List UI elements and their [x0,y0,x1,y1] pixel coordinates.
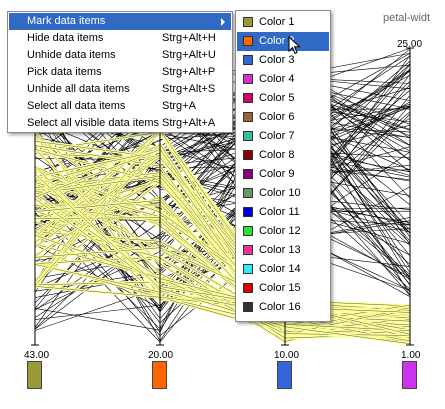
color-item-13[interactable]: Color 13 [237,241,329,260]
axis-3-color-bar[interactable] [277,361,292,389]
color-swatch-icon [243,36,253,46]
axis-1-color-bar[interactable] [27,361,42,389]
color-item-label: Color 8 [259,149,295,161]
menu-item-hide-data-items[interactable]: Hide data items Strg+Alt+H [9,30,231,47]
color-item-3[interactable]: Color 3 [237,51,329,70]
axis-3-min-label: 10.00 [274,350,300,361]
color-swatch-icon [243,264,253,274]
color-swatch-icon [243,74,253,84]
menu-item-shortcut: Strg+Alt+H [162,32,216,44]
menu-item-label: Mark data items [27,15,106,27]
axis-4-min-label: 1.00 [401,350,421,361]
color-item-label: Color 6 [259,111,295,123]
color-item-2[interactable]: Color 2 [237,32,329,51]
menu-item-unhide-all-data-items[interactable]: Unhide all data items Strg+Alt+S [9,81,231,98]
color-item-8[interactable]: Color 8 [237,146,329,165]
color-item-label: Color 12 [259,225,301,237]
color-item-label: Color 5 [259,92,295,104]
menu-item-unhide-data-items[interactable]: Unhide data items Strg+Alt+U [9,47,231,64]
menu-item-shortcut: Strg+A [162,100,196,112]
column-title: petal-widt [383,12,431,24]
axis-1-min-label: 43.00 [24,350,50,361]
color-item-label: Color 2 [259,35,295,47]
color-item-12[interactable]: Color 12 [237,222,329,241]
menu-item-shortcut: Strg+Alt+A [162,117,216,129]
color-swatch-icon [243,302,253,312]
color-item-label: Color 9 [259,168,295,180]
color-item-14[interactable]: Color 14 [237,260,329,279]
marked-data-lines [33,127,411,346]
menu-item-shortcut: Strg+Alt+U [162,49,216,61]
color-swatch-icon [243,283,253,293]
menu-item-label: Unhide all data items [27,83,130,95]
color-item-9[interactable]: Color 9 [237,165,329,184]
color-swatch-icon [243,188,253,198]
color-swatch-icon [243,93,253,103]
color-swatch-icon [243,245,253,255]
color-item-6[interactable]: Color 6 [237,108,329,127]
axis-2-color-bar[interactable] [152,361,167,389]
axis-4-color-bar[interactable] [402,361,417,389]
color-swatch-icon [243,131,253,141]
axis-2-min-label: 20.00 [148,350,174,361]
color-swatch-icon [243,17,253,27]
menu-item-select-all-visible-data-items[interactable]: Select all visible data items Strg+Alt+A [9,115,231,132]
submenu-arrow-icon [221,18,225,26]
color-item-label: Color 4 [259,73,295,85]
axis-4-max-label: 25.00 [397,39,423,50]
color-item-label: Color 13 [259,244,301,256]
color-swatch-icon [243,112,253,122]
color-swatch-icon [243,226,253,236]
color-item-5[interactable]: Color 5 [237,89,329,108]
color-item-label: Color 16 [259,301,301,313]
mouse-cursor-icon [288,36,301,55]
color-item-15[interactable]: Color 15 [237,279,329,298]
color-submenu: Color 1 Color 2 Color 3 Color 4 Color 5 Color… [235,10,331,322]
menu-item-label: Unhide data items [27,49,116,61]
color-swatch-icon [243,150,253,160]
color-swatch-icon [243,55,253,65]
menu-item-select-all-data-items[interactable]: Select all data items Strg+A [9,98,231,115]
menu-item-label: Pick data items [27,66,102,78]
color-item-label: Color 15 [259,282,301,294]
color-item-label: Color 14 [259,263,301,275]
color-item-4[interactable]: Color 4 [237,70,329,89]
menu-item-shortcut: Strg+Alt+S [162,83,216,95]
color-item-label: Color 11 [259,206,300,218]
color-item-10[interactable]: Color 10 [237,184,329,203]
context-menu: Mark data items Hide data items Strg+Alt+H… [7,11,233,133]
color-swatch-icon [243,169,253,179]
color-item-1[interactable]: Color 1 [237,13,329,32]
menu-item-shortcut: Strg+Alt+P [162,66,216,78]
color-item-16[interactable]: Color 16 [237,298,329,317]
color-item-label: Color 1 [259,16,295,28]
color-swatch-icon [243,207,253,217]
color-item-label: Color 3 [259,54,295,66]
menu-item-label: Select all visible data items [27,117,160,129]
color-item-label: Color 10 [259,187,301,199]
menu-item-mark-data-items[interactable]: Mark data items [9,13,231,30]
color-item-11[interactable]: Color 11 [237,203,329,222]
menu-item-pick-data-items[interactable]: Pick data items Strg+Alt+P [9,64,231,81]
color-item-label: Color 7 [259,130,295,142]
color-item-7[interactable]: Color 7 [237,127,329,146]
menu-item-label: Select all data items [27,100,126,112]
menu-item-label: Hide data items [27,32,104,44]
